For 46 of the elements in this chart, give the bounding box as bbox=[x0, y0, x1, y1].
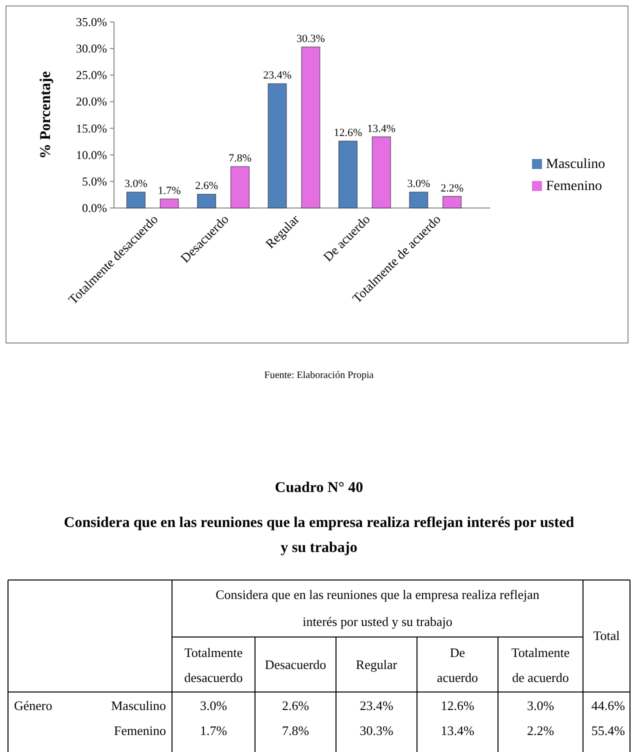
source-note: Fuente: Elaboración Propia bbox=[264, 370, 374, 381]
data-label: 23.4% bbox=[263, 70, 292, 82]
y-axis-title: % Porcentaje bbox=[38, 70, 54, 159]
legend-label: Masculino bbox=[546, 157, 606, 172]
category-label: Totalmente desacuerdo bbox=[184, 645, 243, 685]
text: Cuadro N° 40 bbox=[274, 480, 364, 496]
text: 3.0% bbox=[526, 698, 554, 713]
data-label: 3.0% bbox=[407, 178, 430, 190]
category-label: Totalmente de acuerdo bbox=[511, 645, 570, 685]
data-label: 7.8% bbox=[228, 152, 252, 165]
text: Considera que en las reuniones que la empresa realiza reflejan interés por usted y su trabajo bbox=[64, 515, 575, 556]
data-label: 3.0% bbox=[124, 178, 148, 190]
text: 2.2% bbox=[526, 723, 554, 738]
text: Total bbox=[593, 628, 620, 643]
text: 13.4% bbox=[440, 723, 474, 738]
text: 23.4% bbox=[360, 698, 394, 713]
y-tick-label: 15.0% bbox=[76, 121, 107, 136]
data-label: 2.2% bbox=[440, 182, 464, 194]
y-tick-label: 35.0% bbox=[76, 15, 107, 29]
y-tick-label: 25.0% bbox=[76, 68, 107, 82]
category-label: Desacuerdo bbox=[264, 657, 326, 672]
data-label: 2.6% bbox=[195, 180, 218, 192]
text: Masculino bbox=[111, 698, 166, 713]
text: 7.8% bbox=[282, 723, 310, 738]
data-label: 1.7% bbox=[158, 184, 181, 197]
text: 2.6% bbox=[282, 698, 310, 713]
data-label: 13.4% bbox=[367, 122, 396, 135]
text: Femenino bbox=[114, 723, 166, 738]
text: 12.6% bbox=[440, 698, 474, 713]
y-tick-label: 5.0% bbox=[82, 174, 107, 188]
text: Considera que en las reuniones que la empresa realiza reflejan interés por usted y su trabajo bbox=[216, 587, 540, 629]
text: Género bbox=[14, 698, 52, 713]
text: 3.0% bbox=[200, 698, 228, 713]
text: 30.3% bbox=[360, 723, 394, 738]
category-label: De acuerdo bbox=[436, 645, 478, 685]
data-label: 30.3% bbox=[296, 32, 325, 45]
category-label: Regular bbox=[356, 657, 398, 672]
text: 1.7% bbox=[200, 723, 228, 738]
y-tick-label: 10.0% bbox=[76, 148, 107, 162]
text: 55.4% bbox=[591, 723, 626, 738]
y-tick-label: 0.0% bbox=[82, 201, 107, 215]
data-label: 12.6% bbox=[334, 127, 362, 140]
legend-label: Femenino bbox=[546, 179, 602, 194]
y-tick-label: 30.0% bbox=[76, 42, 107, 56]
text: 44.6% bbox=[591, 698, 626, 713]
y-tick-label: 20.0% bbox=[76, 94, 107, 109]
